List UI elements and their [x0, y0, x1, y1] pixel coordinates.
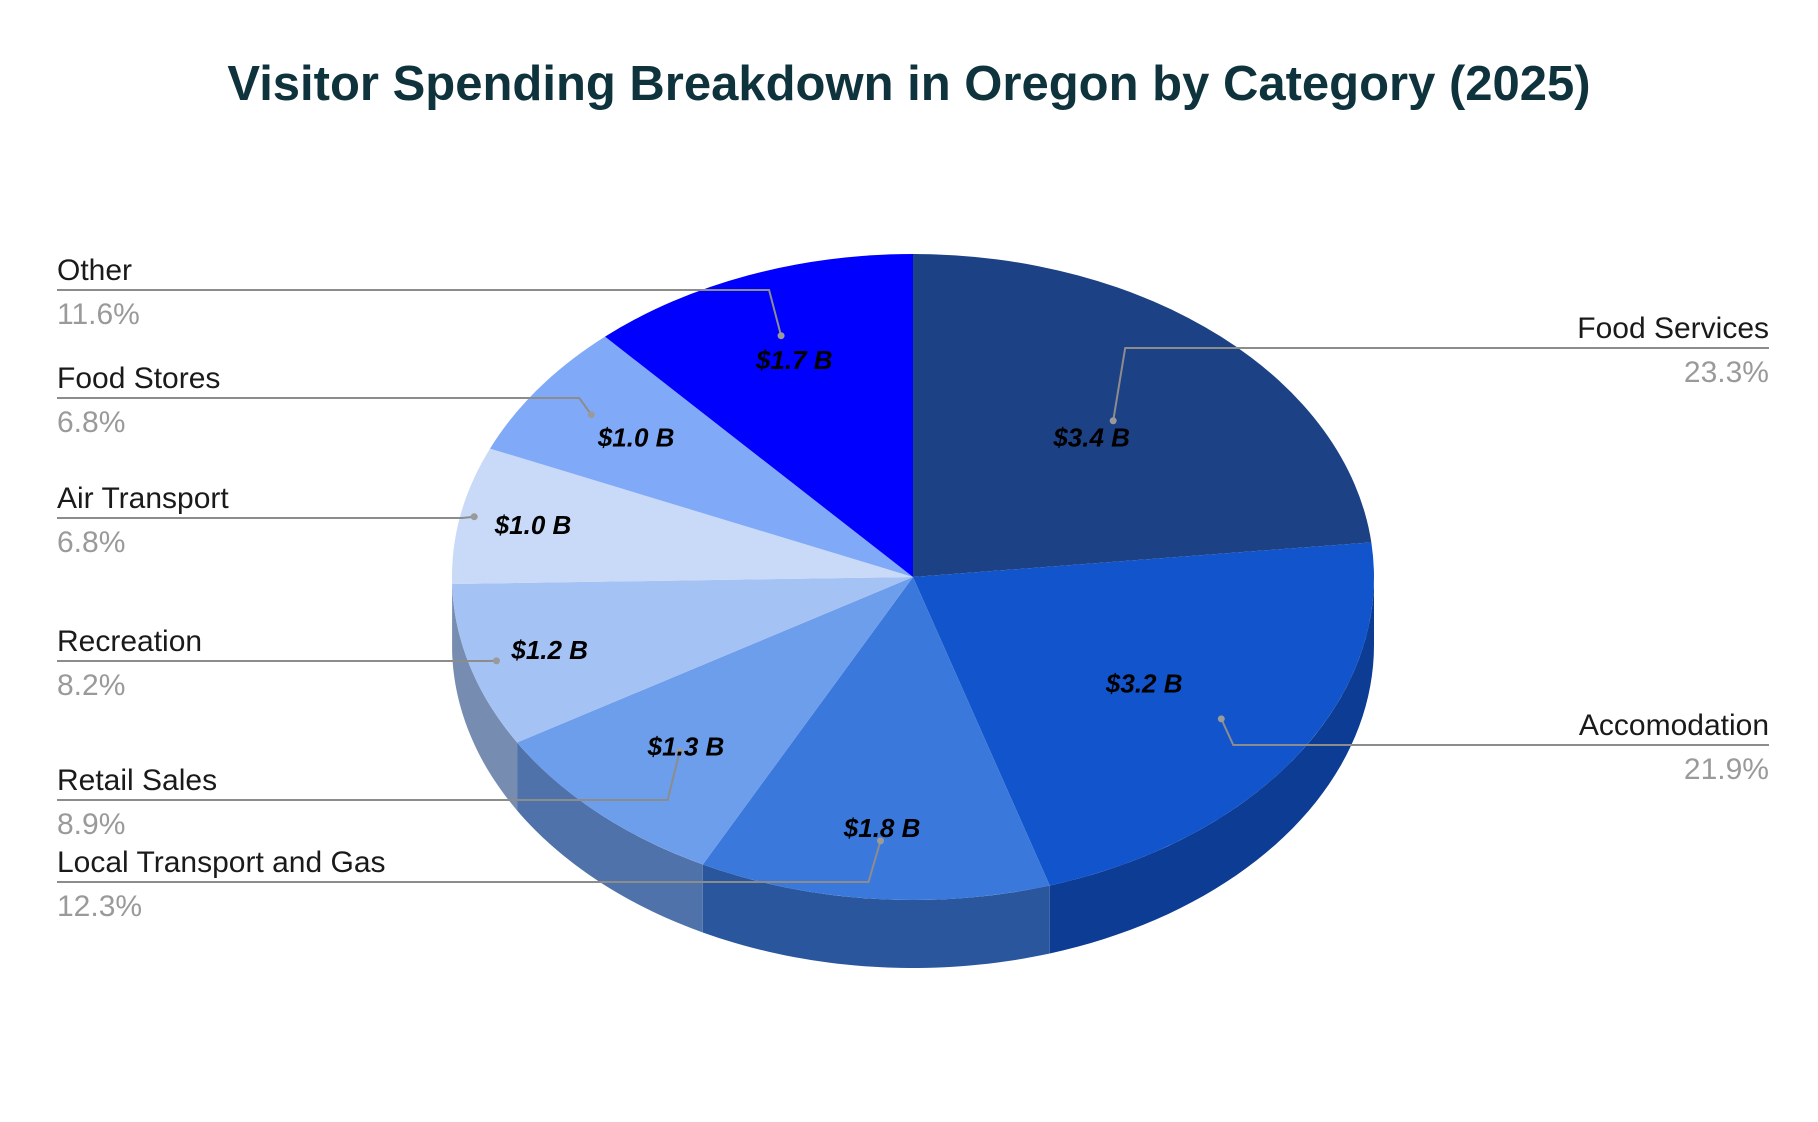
value-label: $3.2 B — [1105, 668, 1183, 698]
slice-label-name: Accomodation — [1579, 709, 1769, 742]
pie-slices — [452, 253, 1374, 900]
leader-line — [57, 289, 783, 336]
slice-label-percent: 11.6% — [57, 298, 140, 331]
slice-side-5 — [452, 583, 518, 811]
leader-dot — [877, 837, 884, 845]
leader-dot — [1217, 715, 1225, 723]
leader-line — [57, 397, 593, 416]
leader-line — [57, 515, 475, 519]
value-label: $1.0 B — [494, 510, 572, 540]
slice-label-name: Food Services — [1577, 312, 1769, 345]
slice-label-percent: 6.8% — [57, 406, 125, 439]
leader-line — [57, 751, 681, 801]
slice-6 — [452, 448, 913, 584]
slice-3 — [702, 577, 1050, 900]
leader-lines — [57, 289, 1769, 883]
leader-dot — [1109, 417, 1117, 425]
value-label: $1.3 B — [647, 732, 725, 762]
slice-label-name: Local Transport and Gas — [57, 846, 386, 879]
value-label: $3.4 B — [1052, 423, 1130, 453]
slice-labels: Food Services 23.3% Accomodation 21.9% Local… — [57, 254, 1769, 923]
pie-depth — [452, 577, 1374, 968]
slice-label-name: Air Transport — [57, 482, 229, 515]
slice-label-percent: 8.9% — [57, 808, 125, 841]
value-label: $1.2 B — [510, 635, 588, 665]
slice-label-percent: 21.9% — [1684, 753, 1769, 786]
slice-label-name: Other — [57, 254, 132, 287]
slice-5 — [452, 577, 913, 743]
slice-label-percent: 6.8% — [57, 526, 125, 559]
slice-side-4 — [517, 742, 703, 933]
slice-side-2 — [1049, 577, 1374, 954]
slice-label-name: Food Stores — [57, 362, 220, 395]
value-label: $1.7 B — [755, 345, 833, 375]
slice-8 — [605, 253, 913, 577]
value-label: $1.8 B — [843, 813, 921, 843]
slice-label-percent: 23.3% — [1684, 356, 1769, 389]
leader-line — [1220, 718, 1769, 746]
slice-label-name: Recreation — [57, 625, 202, 658]
slice-label-name: Retail Sales — [57, 764, 217, 797]
slice-2 — [913, 542, 1374, 886]
leader-line — [57, 840, 882, 883]
leader-dot — [470, 513, 478, 521]
slice-label-percent: 8.2% — [57, 669, 125, 702]
slice-4 — [517, 577, 913, 865]
leader-dot — [676, 747, 684, 755]
chart-title: Visitor Spending Breakdown in Oregon by … — [227, 57, 1590, 111]
slice-7 — [489, 336, 913, 577]
leader-dot — [493, 657, 500, 665]
slice-label-percent: 12.3% — [57, 890, 142, 923]
leader-dot — [587, 411, 595, 419]
leader-line — [1112, 347, 1769, 421]
value-labels: $3.4 B $3.2 B $1.8 B $1.3 B $1.2 B $1.0 B $1.0… — [494, 345, 1183, 843]
slice-side-3 — [702, 864, 1050, 968]
slice-1 — [913, 254, 1372, 577]
value-label: $1.0 B — [597, 422, 675, 452]
leader-dot — [777, 332, 785, 340]
